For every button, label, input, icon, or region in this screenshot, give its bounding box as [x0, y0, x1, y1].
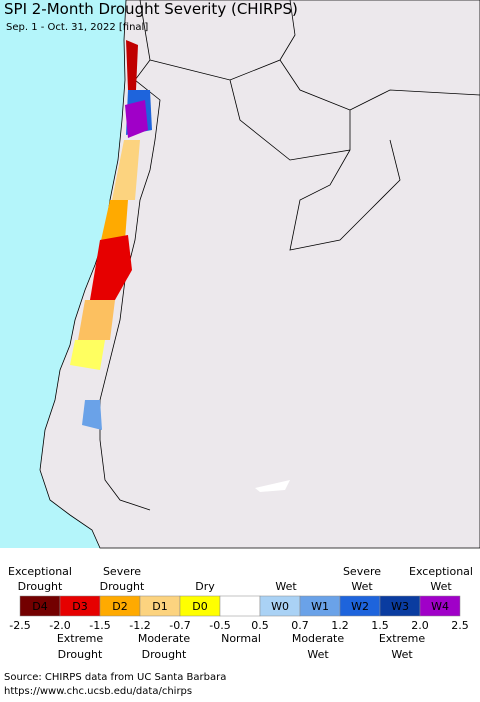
legend: D4 D3 D2 D1 D0 W0 W1 W2 W3 W4 -2.5 -2.0 -1.5 -1.2 -0.7… [8, 565, 473, 661]
subtitle: Sep. 1 - Oct. 31, 2022 [final] [6, 22, 148, 33]
legend-box-label: W1 [311, 600, 329, 613]
legend-edge: 0.7 [291, 619, 309, 632]
drought-area [90, 235, 132, 300]
legend-bottom-label: Extreme [379, 632, 426, 645]
legend-bottom-label: Wet [391, 648, 413, 661]
legend-bottom-label: Normal [221, 632, 261, 645]
legend-top-label: Wet [351, 580, 373, 593]
source-url: https://www.chc.ucsb.edu/data/chirps [4, 686, 192, 697]
legend-box-label: D1 [152, 600, 167, 613]
salt-flat [255, 480, 290, 492]
legend-edge: -2.0 [49, 619, 70, 632]
legend-top-label: Exceptional [409, 565, 473, 578]
legend-edge: 2.0 [411, 619, 429, 632]
legend-box-label: D3 [72, 600, 87, 613]
legend-top-label: Drought [18, 580, 63, 593]
title: SPI 2-Month Drought Severity (CHIRPS) [4, 0, 298, 18]
source: Source: CHIRPS data from UC Santa Barbar… [4, 672, 226, 683]
legend-box-label: W3 [391, 600, 409, 613]
legend-top-label: Wet [275, 580, 297, 593]
legend-bottom-label: Moderate [138, 632, 191, 645]
legend-box [219, 595, 261, 617]
drought-area [112, 140, 140, 200]
legend-top-label: Dry [195, 580, 215, 593]
legend-edge: -1.5 [89, 619, 110, 632]
legend-box-label: D0 [192, 600, 207, 613]
wet-area [82, 400, 102, 430]
legend-edge: 2.5 [451, 619, 469, 632]
legend-top-label: Drought [100, 580, 145, 593]
drought-area [70, 340, 105, 370]
drought-area [100, 200, 128, 245]
legend-box-label: D2 [112, 600, 127, 613]
drought-area [126, 40, 138, 90]
legend-box-label: W2 [351, 600, 369, 613]
legend-edge: -0.7 [169, 619, 190, 632]
legend-edge: 1.5 [371, 619, 389, 632]
legend-box-label: W4 [431, 600, 449, 613]
legend-bottom-label: Moderate [292, 632, 345, 645]
legend-edge: -2.5 [9, 619, 30, 632]
map: SPI 2-Month Drought Severity (CHIRPS) Se… [0, 0, 480, 549]
drought-area [78, 300, 115, 340]
legend-box-label: D4 [32, 600, 47, 613]
legend-top-label: Severe [343, 565, 381, 578]
legend-box [419, 595, 461, 617]
legend-top-label: Severe [103, 565, 141, 578]
legend-edge: -1.2 [129, 619, 150, 632]
legend-top-label: Wet [430, 580, 452, 593]
legend-bottom-label: Drought [142, 648, 187, 661]
legend-edge: -0.5 [209, 619, 230, 632]
legend-edge: 1.2 [331, 619, 349, 632]
wet-area [125, 100, 148, 138]
legend-bottom-label: Wet [307, 648, 329, 661]
legend-bottom-label: Extreme [57, 632, 104, 645]
legend-edge: 0.5 [251, 619, 269, 632]
legend-box-label: W0 [271, 600, 289, 613]
legend-top-label: Exceptional [8, 565, 72, 578]
land [39, 0, 480, 549]
legend-bottom-label: Drought [58, 648, 103, 661]
